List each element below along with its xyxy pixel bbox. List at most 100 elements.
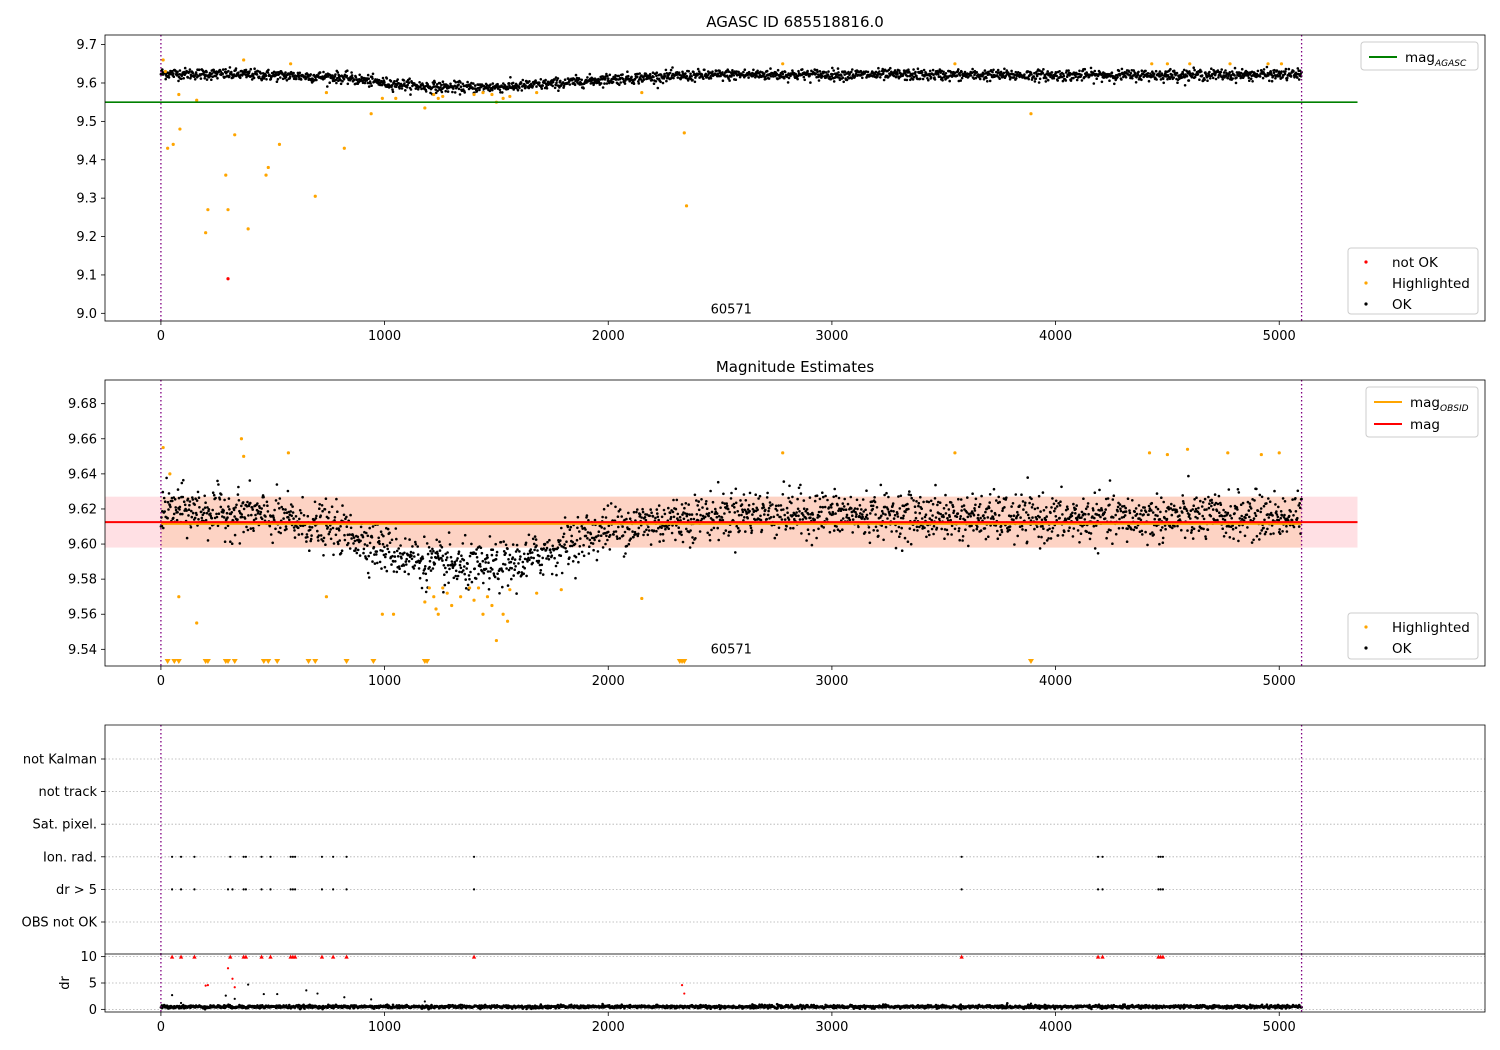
panel2-ok-point [807, 532, 811, 536]
panel2-ok-point [305, 540, 308, 543]
panel2-ok-point [875, 506, 879, 509]
panel1-ok-point [1191, 73, 1195, 76]
panel2-ok-point [708, 539, 712, 542]
panel2-ok-point [252, 518, 256, 522]
panel2-ok-point [522, 572, 525, 575]
panel2-ok-point [362, 547, 366, 551]
panel2-ok-point [585, 514, 589, 517]
panel2-ok-point [716, 480, 720, 484]
panel2-ok-point [285, 527, 288, 531]
panel1-ok-point [176, 70, 179, 74]
panel2-ok-point [1279, 510, 1283, 513]
panel1-ok-point [496, 82, 499, 86]
panel2-ok-point [932, 524, 936, 528]
panel1-ok-point [444, 89, 448, 93]
panel2-ok-point [259, 510, 263, 514]
panel1-point-legend-swatch [1364, 302, 1368, 306]
panel2-ok-point [395, 537, 398, 541]
panel2-ok-point [745, 512, 748, 515]
panel1-ok-point [842, 80, 845, 84]
panel2-ok-point [370, 536, 374, 539]
panel2-highlighted-point [1147, 451, 1152, 455]
panel2-ok-point [383, 565, 387, 569]
panel2-ok-point [563, 543, 566, 546]
panel1-ok-point [996, 74, 999, 77]
panel2-ok-point [976, 525, 979, 528]
panel2-ok-point [916, 529, 919, 532]
panel2-ok-point [1259, 510, 1262, 514]
panel1-highlighted-point [166, 146, 170, 150]
panel2-ok-point [315, 514, 318, 518]
panel2-ok-point [1122, 504, 1126, 508]
panel2-ok-point [712, 519, 715, 522]
panel2-ok-point [262, 495, 265, 499]
panel1-ok-point [1083, 67, 1087, 71]
panel2-ok-point [1163, 516, 1166, 520]
panel2-ok-point [841, 517, 845, 520]
panel2-ok-point [966, 515, 970, 519]
panel1-highlighted-point [423, 106, 427, 110]
panel2-ok-point [226, 516, 229, 519]
panel2-ok-point [568, 528, 572, 531]
panel2-ok-point [201, 513, 205, 517]
panel2-ok-point [576, 526, 579, 530]
panel1-highlighted-point [781, 62, 785, 66]
panel1-ok-point [396, 78, 400, 81]
panel2-ok-point [1190, 529, 1194, 532]
panel1-ok-point [656, 86, 660, 90]
panel2-ok-point [272, 518, 276, 521]
panel2-ok-point [1238, 517, 1242, 520]
panel2-ok-point [1146, 543, 1149, 547]
panel2-ok-point [410, 554, 413, 557]
panel1-ok-point [183, 66, 187, 70]
panel1-ok-point [1285, 78, 1289, 82]
panel2-ok-point [501, 570, 505, 573]
panel1-highlighted-point [246, 227, 250, 231]
panel2-ok-point [863, 531, 867, 534]
panel2-ok-point [1275, 513, 1279, 516]
panel1-line-legend: magAGASC [1360, 41, 1479, 71]
panel2-ytick-label: 9.62 [68, 502, 97, 517]
panel2-highlighted-point [508, 588, 512, 592]
panel2-ok-point [1044, 518, 1048, 522]
panel2-ok-point [1020, 493, 1023, 497]
panel2-ok-point [739, 499, 742, 502]
panel2-ok-point [178, 505, 182, 509]
panel2-ok-point [347, 541, 350, 545]
panel2-xtick-label: 5000 [1263, 674, 1296, 689]
panel2-ok-point [444, 566, 447, 570]
panel2-ok-point [502, 550, 506, 553]
panel2-ok-point [174, 506, 177, 509]
panel2-ok-point [743, 516, 746, 519]
panel1-ok-point [1009, 76, 1013, 79]
panel2-ok-point [854, 515, 858, 518]
panel2-ok-point [945, 503, 948, 507]
panel1-ok-point [1035, 74, 1039, 78]
panel2-ok-point [441, 559, 444, 562]
panel1-ok-point [543, 80, 546, 84]
panel2-xtick-label: 0 [157, 674, 165, 689]
panel2-ok-point [1239, 530, 1242, 534]
panel1-ok-point [764, 77, 767, 81]
panel2-ok-point [896, 515, 900, 518]
panel2-ok-point [826, 498, 829, 502]
panel2-ok-point [863, 517, 866, 521]
panel2-ok-point [1140, 529, 1144, 533]
panel1-highlighted-point [342, 146, 346, 150]
panel2-ok-point [1211, 508, 1215, 511]
panel2-ytick-label: 9.68 [68, 397, 97, 412]
panel2-ok-point [766, 513, 770, 517]
panel2-ok-point [1086, 505, 1089, 508]
panel2-ok-point [519, 555, 522, 558]
panel2-ok-point [958, 538, 961, 542]
panel1-ok-point [275, 73, 278, 77]
panel1-ok-point [237, 71, 240, 74]
panel1-ok-point [1152, 72, 1156, 76]
panel2-ok-point [217, 483, 220, 486]
panel2-ok-point [1203, 497, 1207, 501]
panel1-ok-point [205, 70, 208, 74]
panel1-ok-point [469, 84, 472, 87]
panel1-ok-point [285, 79, 289, 82]
panel2-ok-point [545, 557, 548, 560]
panel2-ok-point [830, 506, 833, 509]
